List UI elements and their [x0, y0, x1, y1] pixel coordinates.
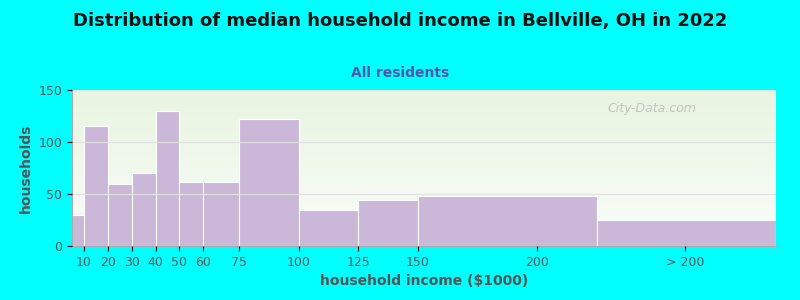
Bar: [298, 210, 358, 246]
Bar: [239, 119, 298, 246]
Bar: [108, 184, 132, 246]
Bar: [132, 173, 155, 246]
Text: All residents: All residents: [351, 66, 449, 80]
Bar: [72, 215, 84, 246]
X-axis label: household income ($1000): household income ($1000): [320, 274, 528, 288]
Bar: [597, 220, 776, 246]
Bar: [418, 196, 597, 246]
Y-axis label: households: households: [19, 123, 33, 213]
Bar: [155, 111, 179, 246]
Bar: [179, 182, 203, 246]
Text: City-Data.com: City-Data.com: [607, 102, 696, 115]
Bar: [84, 126, 108, 246]
Bar: [358, 200, 418, 246]
Text: Distribution of median household income in Bellville, OH in 2022: Distribution of median household income …: [73, 12, 727, 30]
Bar: [203, 182, 239, 246]
